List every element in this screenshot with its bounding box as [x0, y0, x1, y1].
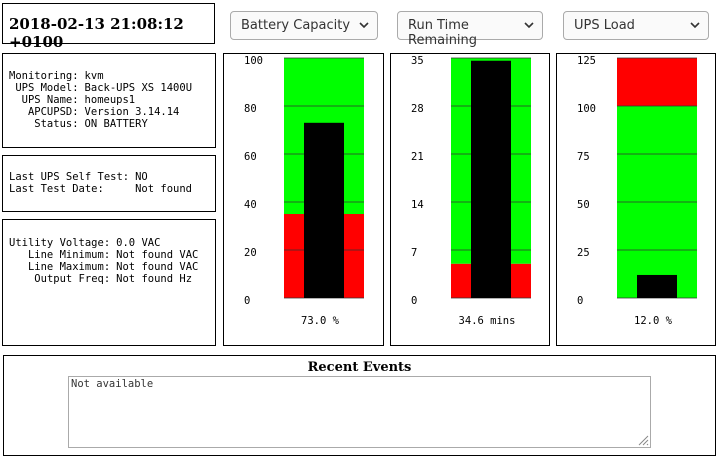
status-panel: Monitoring: kvm UPS Model: Back-UPS XS 1400…: [2, 53, 216, 148]
gauge-bar: [471, 60, 511, 298]
info-row: Utility Voltage: 0.0 VAC: [9, 237, 198, 249]
gauge-panel: [556, 53, 716, 346]
info-value: Version 3.14.14: [84, 106, 180, 118]
dropdown-arrow: [690, 22, 700, 29]
info-row: Line Maximum: Not found VAC: [9, 261, 198, 273]
selector-text: UPS Load: [574, 18, 635, 33]
gauge-zone: [617, 58, 697, 106]
events-panel: Recent Events Not available: [3, 355, 716, 456]
info-label: Last UPS Self Test:: [9, 171, 130, 183]
tick-label: 40: [244, 199, 257, 211]
tick-label: 7: [411, 247, 417, 259]
gauge-panel: [223, 53, 384, 346]
gauge: 0 25 50 75 100 125 12.0 %: [577, 55, 697, 327]
gauge-selector[interactable]: Run Time Remaining: [397, 11, 543, 48]
info-value: NO: [135, 171, 148, 183]
info-value: kvm: [84, 70, 104, 82]
gauge-bar: [304, 122, 344, 298]
info-value: Not found VAC: [116, 249, 199, 261]
voltage-panel: Utility Voltage: 0.0 VAC Line Minimum: Not …: [2, 219, 216, 346]
info-label: UPS Name:: [21, 94, 79, 106]
info-label: Output Freq:: [34, 273, 111, 285]
info-label: APCUPSD:: [27, 106, 79, 118]
gauge: 0 20 40 60 80 100 73.0 %: [244, 55, 364, 327]
info-label: Status:: [34, 118, 79, 130]
info-row: APCUPSD: Version 3.14.14: [9, 106, 192, 118]
tick-label: 14: [411, 199, 424, 211]
info-row: UPS Name: homeups1: [9, 94, 192, 106]
info-value: Not found Hz: [116, 273, 193, 285]
gauge-bar: [637, 274, 677, 298]
selector-text: Run Time Remaining: [408, 18, 478, 48]
timestamp: 2018-02-13 21:08:12 +0100: [9, 15, 184, 51]
resize-handle: [638, 435, 649, 446]
dropdown-arrow: [524, 22, 534, 29]
tick-label: 28: [411, 103, 424, 115]
info-row: UPS Model: Back-UPS XS 1400U: [9, 82, 192, 94]
tick-label: 100: [244, 55, 263, 67]
tick-label: 35: [411, 55, 424, 67]
selector-text: Battery Capacity: [241, 18, 351, 33]
info-row: Monitoring: kvm: [9, 70, 192, 82]
self-test-panel: Last UPS Self Test: NO Last Test Date: Not …: [2, 155, 216, 212]
tick-label: 0: [244, 295, 250, 307]
info-label: Line Minimum:: [27, 249, 111, 261]
events-textarea[interactable]: Not available: [68, 376, 651, 448]
info-label: Last Test Date:: [9, 183, 104, 195]
tick-label: 21: [411, 151, 424, 163]
info-row: Last UPS Self Test: NO: [9, 171, 192, 183]
dropdown-arrow: [359, 22, 369, 29]
info-label: Monitoring:: [9, 70, 79, 82]
self-test-rows: Last UPS Self Test: NO Last Test Date: Not …: [9, 171, 192, 195]
tick-label: 25: [577, 247, 590, 259]
gauge-selector[interactable]: UPS Load: [563, 11, 709, 40]
voltage-rows: Utility Voltage: 0.0 VAC Line Minimum: Not …: [9, 237, 198, 285]
info-value: Not found VAC: [116, 261, 199, 273]
events-title: Recent Events: [307, 360, 412, 375]
info-row: Output Freq: Not found Hz: [9, 273, 198, 285]
tick-label: 50: [577, 199, 590, 211]
timestamp-panel: 2018-02-13 21:08:12 +0100: [2, 3, 215, 51]
gauge-panel: [390, 53, 550, 346]
info-value: Back-UPS XS 1400U: [84, 82, 193, 94]
info-value: 0.0 VAC: [116, 237, 161, 249]
tick-label: 80: [244, 103, 257, 115]
info-row: Line Minimum: Not found VAC: [9, 249, 198, 261]
tick-label: 0: [411, 295, 417, 307]
info-value: homeups1: [84, 94, 136, 106]
info-label: UPS Model:: [15, 82, 79, 94]
tick-label: 125: [577, 55, 596, 67]
gauge-value: 73.0 %: [301, 315, 340, 327]
gauge-selector[interactable]: Battery Capacity: [230, 11, 378, 40]
info-value: Not found: [135, 183, 193, 195]
info-value: ON BATTERY: [84, 118, 148, 130]
events-text: Not available: [71, 378, 154, 390]
tick-label: 100: [577, 103, 596, 115]
tick-label: 20: [244, 247, 257, 259]
gauge-value: 12.0 %: [634, 315, 673, 327]
info-label: Line Maximum:: [27, 261, 111, 273]
info-label: Utility Voltage:: [9, 237, 111, 249]
gauge-value: 34.6 mins: [459, 315, 516, 327]
info-row: Last Test Date: Not found: [9, 183, 192, 195]
tick-label: 0: [577, 295, 583, 307]
tick-label: 75: [577, 151, 590, 163]
tick-label: 60: [244, 151, 257, 163]
info-row: Status: ON BATTERY: [9, 118, 192, 130]
status-rows: Monitoring: kvm UPS Model: Back-UPS XS 1400…: [9, 70, 192, 130]
gauge: 0 7 14 21 28 35 34.6 mins: [411, 55, 531, 327]
